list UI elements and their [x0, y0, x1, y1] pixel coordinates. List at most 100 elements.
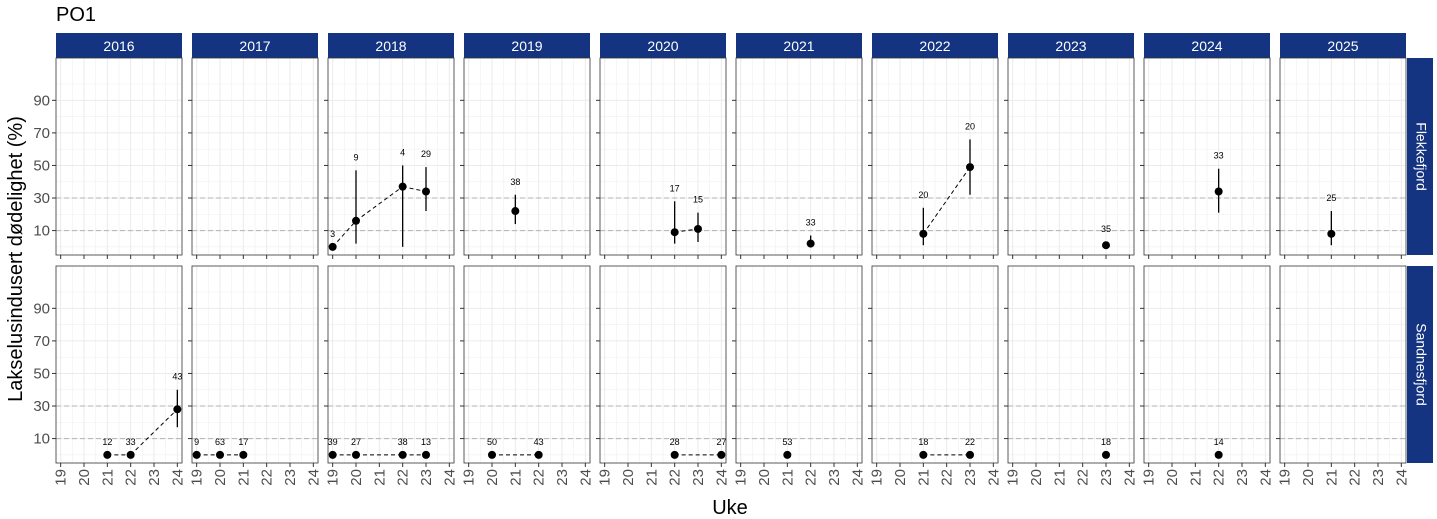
- row-strip-sandnesfjord: [1407, 266, 1433, 463]
- panel-border: [191, 265, 319, 464]
- data-point: [126, 450, 135, 459]
- sample-size-label: 18: [918, 437, 928, 447]
- x-tick-label: 24: [1393, 469, 1410, 486]
- panel-flekkefjord-2017: [188, 57, 319, 259]
- x-tick-label: 24: [441, 469, 458, 486]
- row-strip-label-flekkefjord: Flekkefjord: [1413, 122, 1429, 190]
- data-point: [1214, 187, 1223, 196]
- x-tick-label: 22: [1211, 469, 1228, 486]
- panel-flekkefjord-2016: [52, 57, 183, 259]
- data-point: [352, 216, 360, 225]
- x-tick-label: 19: [189, 469, 206, 486]
- sample-size-label: 17: [670, 183, 680, 193]
- sample-size-label: 20: [918, 190, 928, 200]
- sample-size-label: 15: [693, 195, 703, 205]
- panel-border: [735, 265, 863, 464]
- data-point: [422, 450, 430, 459]
- sample-size-label: 28: [670, 437, 680, 447]
- x-tick-label: 22: [1075, 469, 1092, 486]
- panel-border: [1279, 265, 1407, 464]
- y-tick-label: 30: [33, 398, 50, 415]
- panel-border: [1279, 57, 1407, 256]
- panel-flekkefjord-2019: 38: [460, 57, 591, 259]
- data-point: [806, 239, 815, 248]
- panel-border: [871, 265, 999, 464]
- data-point: [1102, 241, 1110, 250]
- y-tick-label: 90: [33, 92, 50, 109]
- sample-size-label: 35: [1101, 224, 1111, 234]
- x-tick-label: 21: [507, 469, 524, 486]
- sample-size-label: 53: [782, 437, 792, 447]
- data-point: [534, 450, 543, 459]
- sample-size-label: 13: [421, 437, 431, 447]
- x-tick-label: 23: [826, 469, 843, 486]
- sample-size-label: 3: [330, 229, 335, 239]
- x-tick-label: 19: [461, 469, 478, 486]
- x-tick-label: 23: [690, 469, 707, 486]
- x-tick-label: 22: [259, 469, 276, 486]
- sample-size-label: 39: [328, 437, 338, 447]
- panel-border: [1143, 57, 1271, 256]
- panel-sandnesfjord-2020: 28 27: [596, 265, 727, 467]
- y-tick-label: 70: [33, 333, 50, 350]
- column-strip-2016: [56, 33, 182, 58]
- x-tick-label: 23: [962, 469, 979, 486]
- panel-flekkefjord-2021: 33: [732, 57, 863, 259]
- sample-size-label: 33: [1214, 151, 1224, 161]
- panel-border: [735, 57, 863, 256]
- data-point: [1327, 229, 1336, 238]
- panel-sandnesfjord-2022: 18 22: [868, 265, 999, 467]
- column-strip-label-2023: 2023: [1055, 38, 1086, 54]
- sample-size-label: 12: [102, 437, 112, 447]
- x-tick-label: 20: [1028, 469, 1045, 486]
- row-strip-flekkefjord: [1407, 58, 1433, 255]
- trend-line-segment: [130, 408, 178, 456]
- x-tick-label: 22: [395, 469, 412, 486]
- x-tick-label: 24: [713, 469, 730, 486]
- column-strip-2024: [1144, 33, 1270, 58]
- x-tick-label: 22: [939, 469, 956, 486]
- x-tick-label: 22: [803, 469, 820, 486]
- data-point: [173, 405, 182, 414]
- panel-border: [55, 265, 183, 464]
- column-strip-label-2016: 2016: [103, 38, 134, 54]
- panel-border: [191, 57, 319, 256]
- column-strip-2019: [464, 33, 590, 58]
- data-point: [488, 450, 496, 459]
- panel-border: [327, 265, 455, 464]
- x-tick-label: 24: [1257, 469, 1274, 486]
- y-tick-label: 10: [33, 431, 50, 448]
- trend-line-segment: [332, 220, 357, 248]
- panels-layer: 2016 2017 2018 2019 2020 2021 2022 2023 2024 2025…: [33, 33, 1433, 486]
- panel-border: [599, 57, 727, 256]
- data-point: [1102, 450, 1110, 459]
- x-tick-label: 19: [53, 469, 70, 486]
- data-point: [352, 450, 360, 459]
- x-tick-label: 24: [849, 469, 866, 486]
- column-strip-label-2024: 2024: [1191, 38, 1222, 54]
- data-point: [328, 242, 337, 251]
- x-tick-label: 24: [577, 469, 594, 486]
- panel-sandnesfjord-2019: 50 43: [460, 265, 591, 467]
- data-point: [966, 163, 974, 172]
- panel-sandnesfjord-2025: [1276, 265, 1407, 467]
- data-point: [966, 450, 974, 459]
- x-tick-label: 19: [733, 469, 750, 486]
- x-tick-label: 20: [484, 469, 501, 486]
- data-point: [1214, 450, 1223, 459]
- panel-flekkefjord-2024: 33: [1140, 57, 1271, 259]
- x-tick-label: 21: [1323, 469, 1340, 486]
- x-tick-label: 23: [146, 469, 163, 486]
- data-point: [239, 450, 248, 459]
- sample-size-label: 63: [215, 437, 225, 447]
- data-point: [919, 229, 928, 238]
- data-point: [670, 228, 679, 237]
- y-tick-label: 30: [33, 190, 50, 207]
- panel-flekkefjord-2025: 25: [1276, 57, 1407, 259]
- column-strip-label-2021: 2021: [783, 38, 814, 54]
- x-tick-label: 21: [915, 469, 932, 486]
- panel-border: [327, 57, 455, 256]
- row-strip-label-sandnesfjord: Sandnesfjord: [1413, 323, 1429, 406]
- y-tick-label: 50: [33, 365, 50, 382]
- y-axis-title: Lakselusindusert dødelighet (%): [5, 116, 27, 402]
